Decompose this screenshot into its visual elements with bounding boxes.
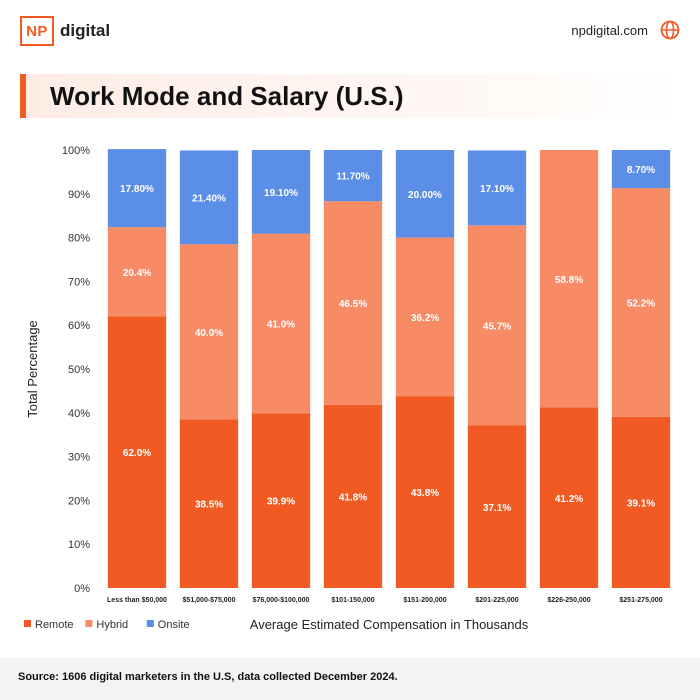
brand-logo-mark: NP [20, 16, 54, 46]
bar-segment-onsite [395, 150, 455, 238]
bar-segment-remote [395, 396, 455, 588]
data-label: 62.0% [123, 448, 151, 459]
site-link[interactable]: npdigital.com [571, 20, 680, 40]
data-label: 43.8% [411, 488, 439, 499]
bar-segment-hybrid [107, 227, 167, 317]
bar-segment-onsite [251, 150, 311, 234]
bar-segment-hybrid [251, 233, 311, 414]
site-url[interactable]: npdigital.com [571, 22, 648, 38]
data-label: 41.0% [267, 319, 295, 330]
data-label: 19.10% [264, 188, 298, 199]
bar-segment-onsite [611, 150, 671, 189]
data-label: 17.80% [120, 184, 154, 195]
data-label: 45.7% [483, 321, 511, 332]
y-tick-label: 30% [68, 452, 90, 464]
data-label: 41.2% [555, 494, 583, 505]
y-tick-label: 100% [62, 145, 90, 157]
bar-segment-remote [251, 413, 311, 588]
data-label: 20.00% [408, 190, 442, 201]
data-label: 8.70% [627, 165, 655, 176]
x-axis-title: Average Estimated Compensation in Thousa… [250, 617, 529, 632]
x-tick-label: $101-150,000 [331, 597, 374, 604]
x-tick-label: $76,000-$100,000 [253, 597, 310, 604]
y-tick-label: 40% [68, 408, 90, 420]
bar-segment-remote [107, 316, 167, 588]
y-tick-label: 0% [74, 583, 90, 595]
data-label: 40.0% [195, 328, 223, 339]
bar-segment-remote [467, 425, 527, 588]
legend-label: Onsite [158, 619, 190, 631]
x-tick-label: $251-275,000 [619, 597, 662, 604]
data-label: 41.8% [339, 492, 367, 503]
data-label: 11.70% [336, 172, 369, 183]
bar-segment-onsite [179, 150, 239, 245]
legend-swatch-remote [24, 620, 31, 627]
bar-segment-remote [611, 416, 671, 588]
page-title: Work Mode and Salary (U.S.) [50, 81, 404, 111]
y-tick-label: 10% [68, 539, 90, 551]
legend-swatch-onsite [146, 620, 154, 627]
y-tick-label: 20% [68, 495, 90, 507]
x-tick-label: $51,000-$75,000 [183, 597, 236, 604]
bar-segment-hybrid [395, 237, 455, 397]
y-tick-label: 80% [68, 233, 90, 245]
data-label: 17.10% [480, 184, 514, 195]
x-tick-label: $226-250,000 [547, 597, 590, 604]
data-label: 20.4% [123, 268, 151, 279]
bar-segment-remote [323, 404, 383, 588]
data-label: 52.2% [627, 298, 655, 309]
data-label: 37.1% [483, 503, 511, 514]
data-label: 38.5% [195, 500, 223, 511]
bar-segment-remote [539, 407, 599, 588]
y-tick-label: 90% [68, 189, 90, 201]
legend-label: Hybrid [96, 619, 128, 631]
legend-swatch-hybrid [85, 620, 93, 627]
data-label: 39.1% [627, 498, 655, 509]
bar-segment-hybrid [323, 201, 383, 405]
y-tick-label: 70% [68, 276, 90, 288]
bar-segment-hybrid [611, 188, 671, 417]
bar-segment-hybrid [539, 150, 599, 408]
data-label: 46.5% [339, 299, 367, 310]
y-tick-label: 60% [68, 320, 90, 332]
x-tick-label: Less than $50,000 [107, 597, 167, 604]
data-label: 21.40% [192, 193, 226, 204]
x-tick-label: $151-200,000 [403, 597, 446, 604]
stacked-bar-chart: 0% 10% 20% 30% 40% 50% 60% 70% 80% 90% 100% Total P… [24, 145, 671, 632]
footer: Source: 1606 digital marketers in the U.… [0, 658, 700, 700]
bar-segment-onsite [107, 149, 167, 228]
data-label: 39.9% [267, 497, 295, 508]
data-label: 36.2% [411, 313, 439, 324]
brand-name: digital [60, 21, 111, 40]
y-tick-label: 50% [68, 364, 90, 376]
bar-segment-remote [179, 419, 239, 588]
title-banner: Work Mode and Salary (U.S.) [20, 74, 684, 118]
bar-segment-hybrid [467, 225, 527, 426]
globe-icon [660, 20, 680, 40]
y-axis-title: Total Percentage [25, 320, 40, 418]
bar-segment-onsite [323, 150, 383, 202]
bar-segment-hybrid [179, 244, 239, 420]
data-label: 58.8% [555, 275, 583, 286]
title-accent-bar [20, 74, 26, 118]
source-note: Source: 1606 digital marketers in the U.… [18, 671, 398, 683]
bar-segment-onsite [467, 150, 527, 226]
x-tick-label: $201-225,000 [475, 597, 518, 604]
legend-label: Remote [35, 619, 74, 631]
brand-logo: NP digital [20, 16, 110, 46]
